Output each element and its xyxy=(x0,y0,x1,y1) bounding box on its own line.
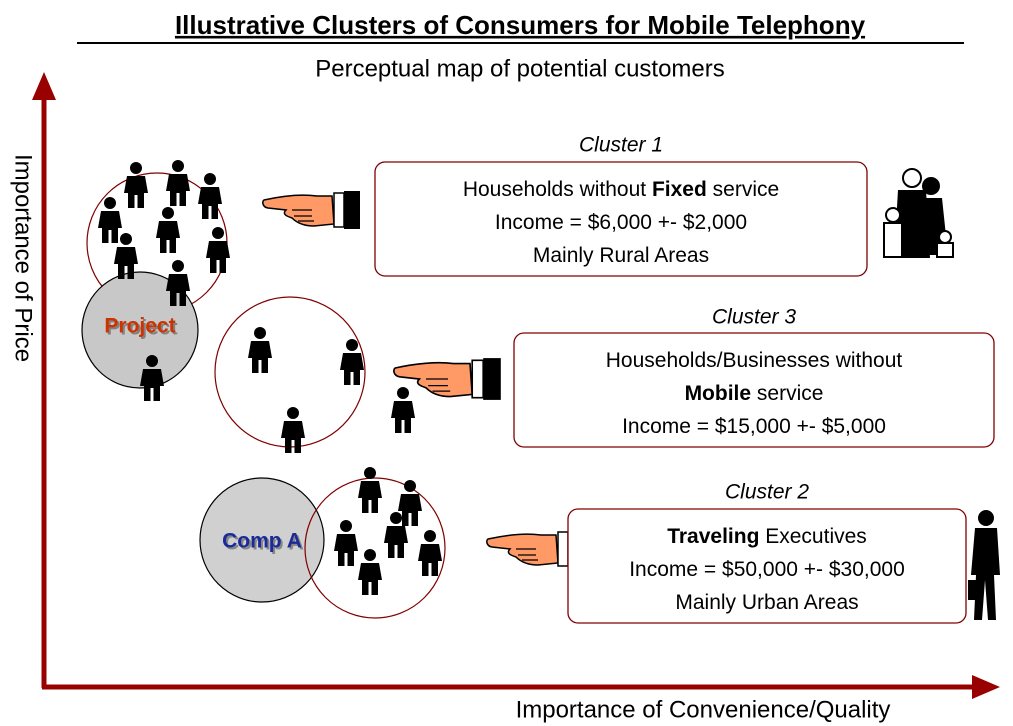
line-segment: service xyxy=(751,382,823,405)
line-segment: Mainly Rural Areas xyxy=(533,244,709,267)
pointing-hand xyxy=(393,357,502,401)
cluster-line: Income = $6,000 +- $2,000 xyxy=(495,211,747,234)
line-segment: Income = $50,000 +- $30,000 xyxy=(629,558,905,581)
y-axis-label: Importance of Price xyxy=(10,154,37,362)
project-label: Project xyxy=(104,315,175,338)
cluster-line: Income = $50,000 +- $30,000 xyxy=(629,558,905,581)
line-segment: Mobile xyxy=(685,382,752,405)
person-icon xyxy=(334,520,358,566)
cluster-box xyxy=(567,508,967,624)
x-axis-label: Importance of Convenience/Quality xyxy=(516,696,891,723)
line-segment: Executives xyxy=(759,525,866,548)
cluster-line: Traveling Executives xyxy=(667,525,867,548)
line-segment: Income = $6,000 +- $2,000 xyxy=(495,211,747,234)
cluster-line: Mobile service xyxy=(685,382,824,405)
cluster-box xyxy=(513,332,995,448)
line-segment: service xyxy=(707,178,779,201)
y-axis-arrow xyxy=(32,72,56,100)
cluster-line: Households without Fixed service xyxy=(463,178,779,201)
cluster-box xyxy=(374,161,868,277)
person-icon xyxy=(358,467,382,513)
line-segment: Income = $15,000 +- $5,000 xyxy=(622,415,886,438)
cluster-name: Cluster 1 xyxy=(579,134,663,157)
comp-a-label: Comp A xyxy=(222,530,302,553)
cluster-name: Cluster 3 xyxy=(712,306,796,329)
cluster-boxes: Cluster 1 Households without Fixed servic… xyxy=(374,134,995,624)
person-icon xyxy=(358,549,382,595)
title: Illustrative Clusters of Consumers for M… xyxy=(175,10,866,40)
businessman-silhouette xyxy=(968,510,1000,620)
line-segment: Fixed xyxy=(652,178,707,201)
project-label-shadow: Project xyxy=(106,317,177,340)
project-circle xyxy=(81,271,199,389)
cluster-line: Income = $15,000 +- $5,000 xyxy=(622,415,886,438)
line-segment: Mainly Urban Areas xyxy=(675,591,858,614)
cluster-name: Cluster 2 xyxy=(725,481,809,504)
cluster-line: Mainly Rural Areas xyxy=(533,244,709,267)
comp-a-circle xyxy=(199,477,325,603)
subtitle: Perceptual map of potential customers xyxy=(315,55,725,82)
family-silhouette xyxy=(883,168,954,258)
line-segment: Households/Businesses without xyxy=(606,349,903,372)
person-icon xyxy=(391,387,415,433)
person-icon xyxy=(418,530,442,576)
x-axis-arrow xyxy=(972,675,1000,699)
line-segment: Traveling xyxy=(667,525,759,548)
pointing-hand xyxy=(262,190,361,230)
comp-a-label-shadow: Comp A xyxy=(224,532,304,555)
cluster-line: Households/Businesses without xyxy=(606,349,903,372)
cluster-2-circle xyxy=(304,477,446,619)
cluster-line: Mainly Urban Areas xyxy=(675,591,858,614)
line-segment: Households without xyxy=(463,178,652,201)
